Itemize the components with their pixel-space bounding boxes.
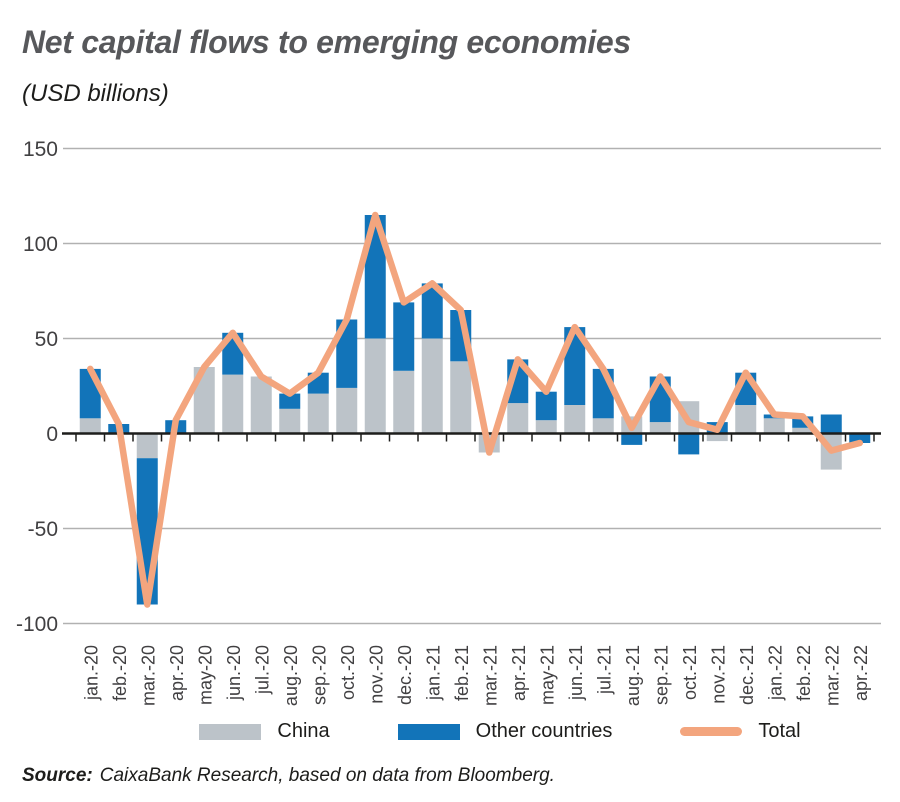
y-axis-label: 100 — [23, 233, 58, 256]
x-axis-label-jan.-22: jan.-22 — [765, 645, 785, 701]
bar-other-countries-may-21 — [535, 391, 557, 421]
legend-label-other-countries: Other countries — [475, 720, 613, 742]
x-axis-label-jan.-21: jan.-21 — [423, 645, 443, 701]
bar-china-sep.-20 — [307, 393, 329, 434]
x-axis-label-apr.-21: apr.-21 — [509, 645, 529, 701]
bar-china-jul.-20 — [250, 376, 272, 434]
x-axis-label-mar.-21: mar.-21 — [480, 645, 500, 706]
bar-other-countries-aug.-21 — [621, 433, 643, 445]
bar-china-dec.-20 — [393, 370, 415, 434]
legend-swatch-other-countries — [397, 723, 460, 740]
x-axis-label-feb.-20: feb.-20 — [110, 645, 130, 701]
x-axis-label-aug.-21: aug.-21 — [623, 645, 643, 706]
legend-item-china: China — [199, 720, 330, 743]
bar-china-jan.-21 — [421, 338, 443, 434]
total-line — [87, 211, 863, 608]
y-axis-label: 50 — [35, 328, 58, 351]
bar-china-jan.-20 — [79, 418, 101, 434]
bar-other-countries-mar.-20 — [136, 458, 158, 605]
x-axis-label-nov.-21: nov.-21 — [708, 645, 728, 704]
x-axis-label-apr.-20: apr.-20 — [167, 645, 187, 701]
bar-china-feb.-22 — [792, 427, 814, 434]
y-axis-label: -50 — [28, 518, 58, 541]
source-label: Source: — [22, 765, 93, 786]
x-axis-label-oct.-20: oct.-20 — [338, 645, 358, 700]
x-axis-label-oct.-21: oct.-21 — [680, 645, 700, 700]
x-axis-label-jun.-20: jun.-20 — [224, 645, 244, 701]
x-axis-label-jul.-20: jul.-20 — [252, 645, 272, 695]
chart-subtitle: (USD billions) — [22, 80, 169, 107]
chart-legend: China Other countries Total — [120, 720, 880, 743]
bar-china-sep.-21 — [649, 422, 671, 434]
y-axis-label: -100 — [16, 613, 58, 636]
x-axis-label-mar.-20: mar.-20 — [138, 645, 158, 706]
y-axis-label: 0 — [46, 423, 58, 446]
x-axis-label-may-21: may-21 — [537, 645, 557, 705]
bar-china-feb.-21 — [450, 361, 472, 434]
bar-china-dec.-21 — [735, 405, 757, 434]
x-axis-label-dec.-20: dec.-20 — [395, 645, 415, 705]
x-axis-label-aug.-20: aug.-20 — [281, 645, 301, 706]
bar-china-mar.-20 — [136, 433, 158, 459]
x-axis-label-sep.-20: sep.-20 — [309, 645, 329, 705]
y-axis-label: 150 — [23, 138, 58, 161]
x-axis-label-mar.-22: mar.-22 — [822, 645, 842, 706]
x-axis-label-apr.-22: apr.-22 — [851, 645, 871, 701]
x-axis-label-feb.-21: feb.-21 — [452, 645, 472, 701]
x-axis-label-jul.-21: jul.-21 — [594, 645, 614, 695]
bar-china-jun.-20 — [222, 374, 244, 434]
bar-china-jul.-21 — [592, 418, 614, 434]
bar-china-apr.-21 — [507, 403, 529, 434]
bar-other-countries-oct.-20 — [336, 319, 358, 388]
x-axis-label-may-20: may-20 — [195, 645, 215, 705]
source-note: Source: CaixaBank Research, based on data… — [22, 765, 555, 787]
legend-label-china: China — [277, 720, 330, 742]
chart-title: Net capital flows to emerging economies — [22, 24, 631, 60]
bar-other-countries-apr.-22 — [849, 433, 871, 443]
x-axis-label-feb.-22: feb.-22 — [794, 645, 814, 701]
bar-china-jan.-22 — [763, 418, 785, 434]
bar-other-countries-oct.-21 — [678, 433, 700, 455]
source-text: CaixaBank Research, based on data from B… — [99, 765, 555, 786]
x-axis-label-jun.-21: jun.-21 — [566, 645, 586, 701]
bar-china-aug.-20 — [279, 408, 301, 434]
legend-swatch-total-line — [680, 727, 743, 736]
legend-item-total: Total — [680, 720, 801, 743]
x-axis-label-nov.-20: nov.-20 — [366, 645, 386, 704]
bar-china-oct.-20 — [336, 387, 358, 434]
bar-other-countries-mar.-22 — [820, 414, 842, 434]
bar-china-nov.-21 — [706, 433, 728, 442]
legend-label-total: Total — [758, 720, 801, 742]
bar-china-jun.-21 — [564, 405, 586, 434]
bar-china-nov.-20 — [364, 338, 386, 434]
legend-item-other-countries: Other countries — [397, 720, 613, 743]
bar-other-countries-aug.-20 — [279, 393, 301, 409]
x-axis-label-jan.-20: jan.-20 — [81, 645, 101, 701]
bar-china-may-21 — [535, 420, 557, 434]
x-axis-label-dec.-21: dec.-21 — [737, 645, 757, 705]
bar-other-countries-jan.-21 — [421, 283, 443, 339]
legend-swatch-china — [199, 723, 262, 740]
bar-other-countries-dec.-20 — [393, 302, 415, 371]
bar-other-countries-feb.-22 — [792, 416, 814, 428]
x-axis-label-sep.-21: sep.-21 — [651, 645, 671, 705]
